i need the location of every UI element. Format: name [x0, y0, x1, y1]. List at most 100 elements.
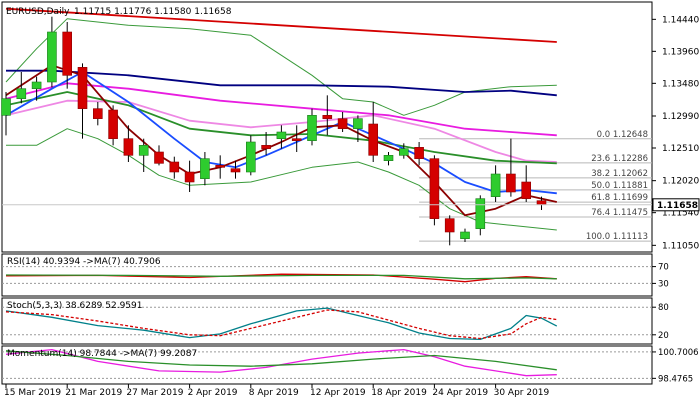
candle	[475, 195, 486, 236]
indicator-series-line	[5, 307, 558, 341]
candle	[169, 156, 180, 179]
candle-up-body	[1, 98, 11, 116]
candle-up-body	[16, 88, 27, 99]
candle-down-body	[154, 151, 164, 164]
x-tick-label: 24 Apr 2019	[432, 388, 488, 398]
indicator-label: RSI(14) 40.9394 ->MA(7) 40.7906	[7, 257, 161, 267]
candle-down-body	[444, 218, 455, 233]
candle	[123, 125, 134, 162]
indicator-series-line	[5, 348, 557, 377]
candle-down-body	[184, 171, 195, 183]
indicator-panel: 70 30 RSI(14) 40.9394 ->MA(7) 40.7906	[1, 253, 669, 297]
fib-label: 23.6 1.12286	[591, 154, 648, 164]
price-tick-label: 1.13960	[662, 47, 699, 57]
candle	[383, 152, 394, 166]
x-tick-label: 2 Apr 2019	[188, 388, 238, 398]
candle-down-body	[230, 168, 241, 173]
x-tick-label: 8 Apr 2019	[249, 388, 299, 398]
candle	[490, 165, 501, 202]
indicator-series-line	[5, 350, 557, 371]
indicator-tick-label: 80	[658, 303, 669, 313]
candle	[337, 112, 348, 132]
candle-up-body	[398, 148, 409, 156]
candle	[47, 16, 57, 88]
fib-label: 38.2 1.12062	[591, 169, 648, 179]
x-tick-label: 15 Mar 2019	[4, 388, 61, 398]
candle-up-body	[383, 155, 394, 161]
indicator-panel: 80 20 Stoch(5,3,3) 38.6289 52.9591	[1, 297, 669, 345]
current-price-box	[652, 198, 700, 212]
candle	[429, 155, 440, 226]
candle	[521, 165, 532, 202]
candle	[215, 155, 225, 179]
candle	[62, 22, 73, 89]
candle	[31, 76, 42, 101]
x-axis: 15 Mar 2019 21 Mar 2019 27 Mar 2019 2 Apr 2…	[2, 383, 652, 398]
candle	[184, 160, 195, 192]
candle	[261, 132, 271, 156]
candle-down-body	[291, 138, 302, 141]
price-tick-label: 1.14440	[662, 15, 699, 25]
candle-down-body	[506, 173, 516, 193]
indicator-tick-label: 70	[658, 263, 669, 273]
candle	[444, 215, 455, 246]
candle-up-body	[307, 115, 317, 141]
candle-down-body	[108, 109, 118, 139]
candle	[108, 105, 118, 146]
indicator-tick-label: 100.7006	[658, 348, 699, 358]
candle-up-body	[138, 145, 149, 156]
indicator-panels: 70 30 RSI(14) 40.9394 ->MA(7) 40.7906 80 20 S…	[1, 253, 699, 385]
fib-label: 100.0 1.11113	[586, 232, 648, 242]
chart-title: EURUSD,Daily	[6, 7, 70, 17]
fib-label: 50.0 1.11881	[591, 181, 648, 191]
candle-up-body	[353, 118, 363, 129]
candle	[322, 95, 333, 136]
candle-up-body	[460, 231, 470, 239]
candle-down-body	[368, 123, 379, 156]
indicator-frame	[1, 297, 653, 345]
indicator-label: Stoch(5,3,3) 38.6289 52.9591	[7, 301, 142, 311]
moving-average-line	[5, 7, 557, 43]
candle-down-body	[93, 108, 103, 119]
candle	[368, 102, 379, 162]
bollinger-upper	[5, 18, 557, 116]
indicator-label: Momentum(14) 98.7844 ->MA(7) 99.2087	[7, 349, 197, 359]
candle-down-body	[123, 138, 134, 156]
price-tick-label: 1.12020	[662, 177, 699, 187]
candle-down-body	[215, 165, 225, 168]
x-tick-label: 12 Apr 2019	[310, 388, 366, 398]
candle	[138, 138, 149, 172]
candle	[276, 125, 287, 149]
candle	[291, 125, 302, 152]
price-tick-label: 1.13480	[662, 79, 699, 89]
fib-label: 0.0 1.12648	[597, 130, 648, 140]
candle	[353, 115, 363, 142]
current-price-label: 1.11658	[657, 201, 698, 211]
candle-up-body	[200, 158, 210, 179]
price-panel: 1.14440 1.13960 1.13480 1.12990 1.12510 1.120…	[1, 1, 700, 253]
indicator-tick-label: 30	[658, 279, 669, 289]
candle	[77, 63, 88, 139]
candle-up-body	[490, 173, 501, 197]
indicator-series-line	[5, 309, 557, 340]
candle	[460, 228, 470, 242]
indicator-tick-label: 20	[658, 331, 669, 341]
price-tick-label: 1.11050	[662, 241, 699, 251]
candle	[246, 135, 256, 176]
candle-down-body	[429, 158, 440, 219]
candle	[1, 92, 11, 136]
candle	[93, 102, 103, 126]
x-tick-label: 27 Mar 2019	[126, 388, 183, 398]
candle-down-body	[536, 200, 547, 205]
candle-up-body	[246, 141, 256, 173]
candle	[506, 138, 516, 197]
candle-up-body	[276, 131, 287, 139]
candle	[414, 142, 424, 166]
candle	[200, 152, 210, 186]
fib-label: 61.8 1.11699	[591, 193, 648, 203]
price-tick-label: 1.12510	[662, 144, 699, 154]
price-tick-label: 1.11540	[662, 209, 699, 219]
candle-down-body	[337, 118, 348, 129]
